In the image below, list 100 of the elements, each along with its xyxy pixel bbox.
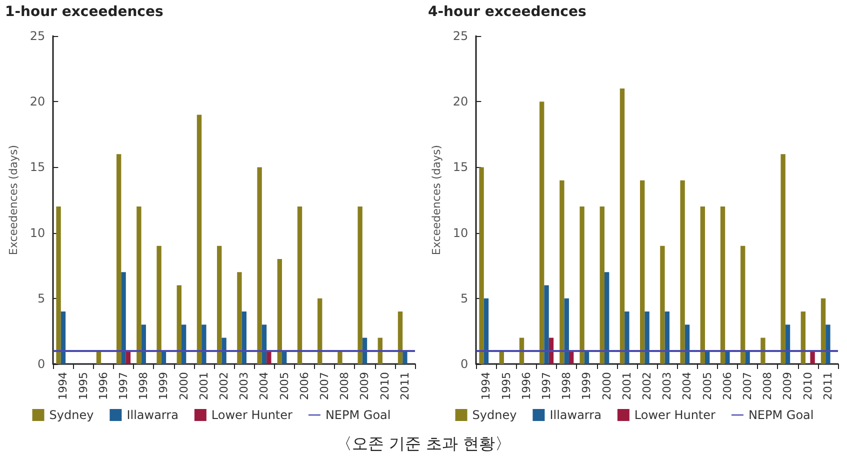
x-tick-label: 2000	[177, 372, 190, 400]
x-tick-label: 2005	[278, 372, 291, 400]
bar	[257, 167, 262, 364]
y-tick-label: 15	[452, 160, 468, 174]
x-tick-label: 2009	[781, 372, 794, 400]
legend-label: Illawarra	[550, 408, 602, 422]
x-tick-label: 2007	[318, 372, 332, 400]
bar	[277, 259, 282, 364]
x-tick-label: 2002	[218, 372, 231, 400]
bar	[318, 298, 322, 364]
y-tick-label: 0	[38, 357, 46, 371]
x-tick-label: 2000	[600, 372, 614, 400]
x-tick-label: 1997	[117, 372, 130, 400]
bar	[820, 298, 826, 364]
bar	[785, 324, 790, 364]
bar	[262, 324, 267, 364]
x-tick-label: 2003	[660, 372, 674, 400]
x-tick-label: 1999	[580, 372, 594, 400]
bar	[202, 324, 206, 364]
bar	[560, 180, 564, 364]
x-tick-label: 2010	[378, 372, 392, 400]
bar	[56, 206, 61, 364]
bar	[680, 180, 685, 364]
bar	[398, 312, 403, 364]
bar	[745, 350, 750, 364]
chart-title: 1-hour exceedences	[5, 4, 164, 20]
bar	[141, 324, 146, 364]
x-tick-label: 1995	[500, 372, 513, 400]
x-tick-label: 2007	[741, 372, 754, 400]
bar	[780, 154, 786, 364]
y-tick-label: 25	[452, 29, 468, 43]
x-tick-label: 2011	[821, 372, 834, 400]
text: 〈오존 기준 초과 현황〉	[334, 433, 512, 455]
bar	[684, 324, 690, 364]
y-tick-label: 25	[30, 29, 46, 43]
x-tick-label: 1994	[56, 372, 70, 400]
bar	[810, 350, 815, 364]
x-tick-label: 2005	[700, 372, 714, 400]
bar	[136, 206, 142, 364]
legend-label: Lower Hunter	[211, 408, 293, 422]
bar	[580, 206, 584, 364]
bar	[156, 246, 162, 364]
x-tick-label: 2003	[238, 372, 251, 400]
bar	[116, 154, 122, 364]
x-tick-label: 1995	[76, 372, 90, 400]
bar	[664, 312, 670, 364]
bar	[237, 272, 242, 364]
bar	[604, 272, 610, 364]
bar	[196, 114, 202, 364]
bar	[358, 206, 362, 364]
bar	[297, 206, 302, 364]
bar	[60, 312, 66, 364]
bar	[484, 298, 489, 364]
chart-title: 4-hour exceedences	[428, 4, 586, 20]
bar	[121, 272, 126, 364]
bar	[539, 102, 544, 364]
bar	[600, 206, 604, 364]
bar	[217, 246, 222, 364]
x-tick-label: 1997	[540, 372, 554, 400]
x-tick-label: 2001	[197, 372, 210, 400]
bar	[181, 324, 186, 364]
x-tick-label: 2008	[338, 372, 352, 400]
bar	[242, 312, 246, 364]
legend-label: Lower Hunter	[634, 408, 716, 422]
bar	[544, 285, 549, 364]
bar	[760, 338, 766, 364]
x-tick-label: 2010	[801, 372, 814, 400]
bar	[479, 167, 484, 364]
bar	[338, 350, 342, 364]
legend-label: Illawarra	[126, 408, 178, 422]
y-tick-label: 5	[460, 291, 468, 306]
x-tick-label: 2006	[298, 372, 311, 400]
bar	[620, 88, 625, 364]
bar	[720, 206, 726, 364]
y-tick-label: 20	[452, 94, 468, 109]
x-tick-label: 1994	[480, 372, 493, 400]
x-tick-label: 1998	[560, 372, 574, 400]
bar	[660, 246, 665, 364]
bar	[800, 312, 806, 364]
x-tick-label: 1999	[157, 372, 170, 400]
legend-label: Sydney	[49, 408, 94, 422]
y-tick-label: 20	[30, 94, 46, 109]
x-tick-label: 1996	[96, 372, 110, 400]
x-tick-label: 2002	[640, 372, 654, 400]
y-axis-title: Exceedences (days)	[7, 144, 20, 256]
y-tick-label: 10	[452, 226, 468, 240]
legend-label: NEPM Goal	[325, 408, 391, 422]
y-axis-title: Exceedences (days)	[430, 144, 443, 256]
x-tick-label: 1998	[137, 372, 150, 400]
bar	[700, 206, 705, 364]
y-tick-label: 5	[38, 291, 46, 306]
x-tick-label: 2006	[720, 372, 734, 400]
y-tick-label: 10	[30, 226, 46, 240]
x-tick-label: 1996	[520, 372, 533, 400]
bar	[564, 298, 569, 364]
bar	[624, 312, 630, 364]
legend-label: NEPM Goal	[748, 408, 814, 422]
bar	[176, 285, 182, 364]
bar	[826, 324, 830, 364]
x-tick-label: 2009	[358, 372, 372, 400]
